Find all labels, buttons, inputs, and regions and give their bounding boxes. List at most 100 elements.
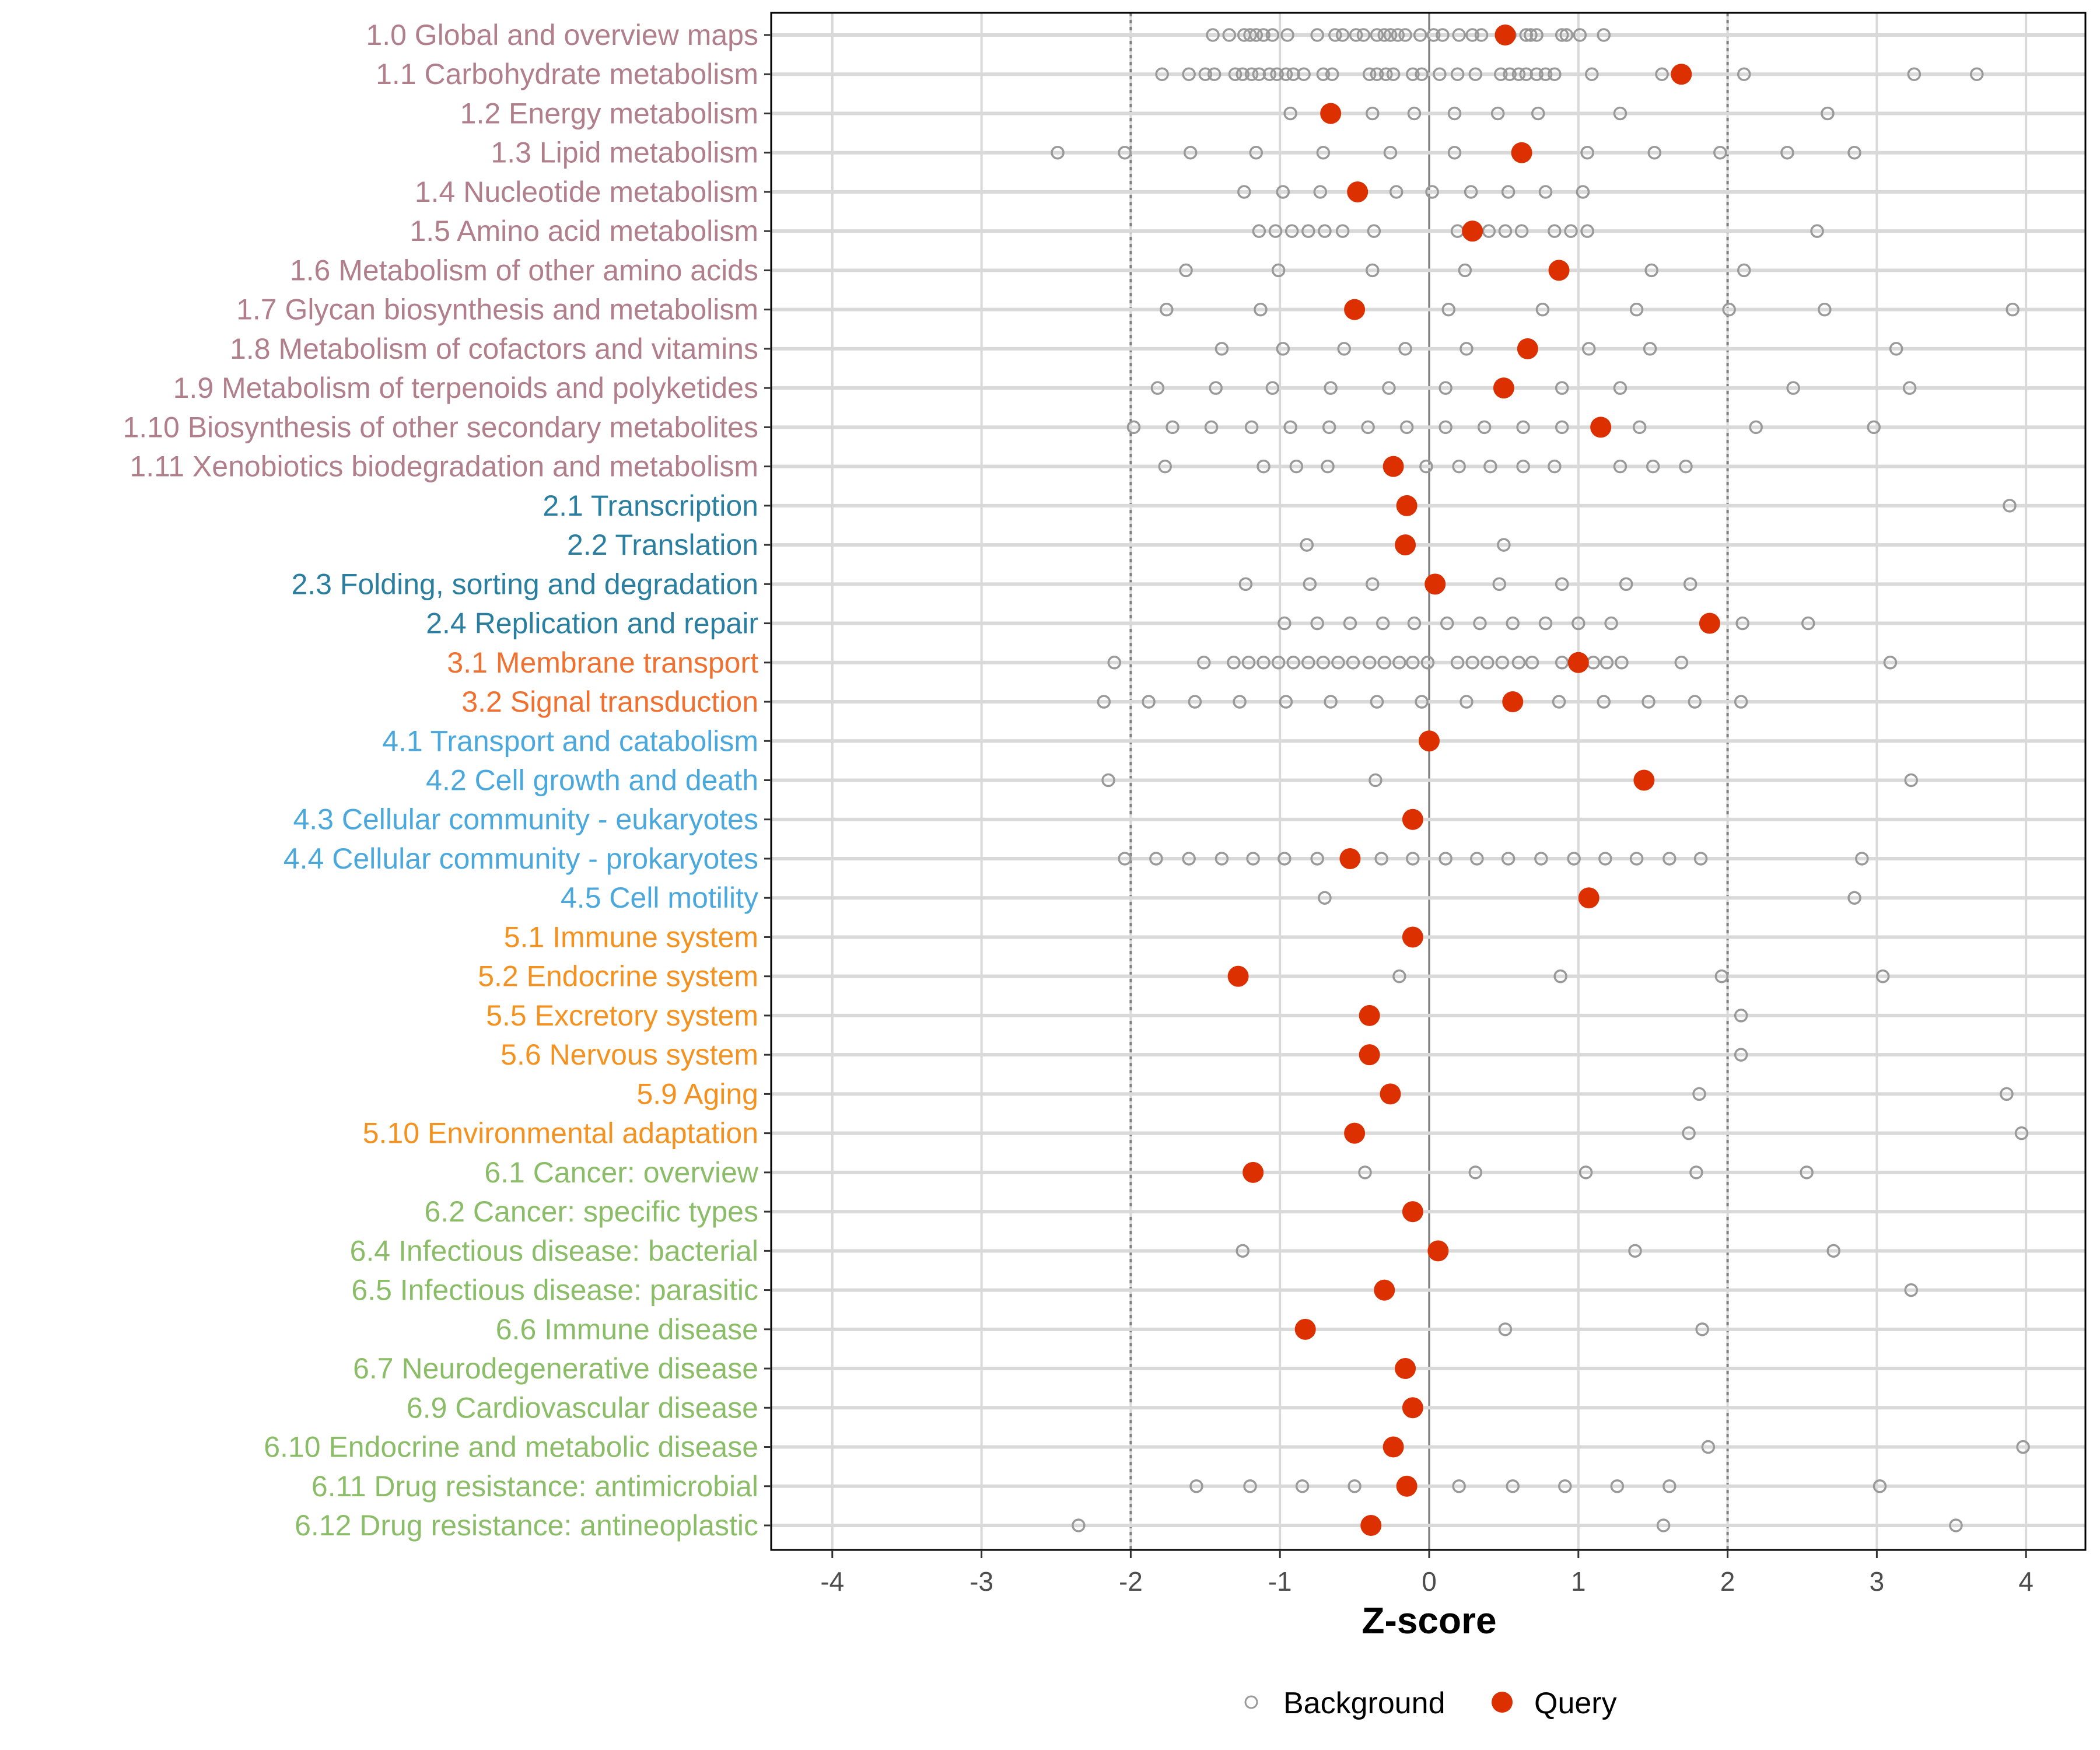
background-point <box>1492 577 1506 592</box>
background-point <box>1362 67 1377 81</box>
background-point <box>1632 420 1647 435</box>
background-point <box>1283 420 1297 435</box>
background-point <box>1578 1166 1593 1180</box>
category-label: 6.11 Drug resistance: antimicrobial <box>312 1470 758 1503</box>
background-point <box>1271 656 1286 670</box>
query-point <box>1396 495 1418 516</box>
background-point <box>1572 616 1586 631</box>
background-point <box>1370 28 1384 42</box>
background-point <box>1256 28 1270 42</box>
background-point <box>1497 538 1511 552</box>
background-point <box>1349 28 1363 42</box>
background-point <box>1243 28 1257 42</box>
query-point <box>1502 691 1524 713</box>
background-point <box>1252 67 1266 81</box>
background-point <box>1780 145 1794 160</box>
background-point <box>1118 852 1132 866</box>
background-point <box>1415 67 1429 81</box>
background-point <box>1818 302 1832 317</box>
background-point <box>1695 1322 1709 1336</box>
background-point <box>1573 28 1587 42</box>
background-point <box>1473 616 1487 631</box>
background-point <box>1737 67 1751 81</box>
background-point <box>1511 656 1526 670</box>
background-point <box>1278 852 1292 866</box>
background-point <box>1538 185 1553 199</box>
background-point <box>1655 67 1669 81</box>
query-point <box>1511 142 1532 163</box>
background-point <box>1889 342 1903 356</box>
background-point <box>1126 420 1141 435</box>
background-point <box>1276 185 1290 199</box>
background-point <box>1196 656 1211 670</box>
background-point <box>1656 1518 1671 1532</box>
background-point <box>1555 28 1569 42</box>
background-point <box>1847 145 1861 160</box>
query-point <box>1344 1122 1366 1144</box>
query-point <box>1402 1397 1423 1419</box>
background-point <box>1325 67 1339 81</box>
query-point <box>1395 534 1416 556</box>
category-label: 5.9 Aging <box>636 1077 758 1110</box>
background-point <box>1337 342 1351 356</box>
background-point <box>1406 656 1420 670</box>
background-point <box>1246 852 1260 866</box>
background-point <box>1368 773 1382 788</box>
background-point <box>1441 302 1456 317</box>
background-point <box>1458 263 1472 278</box>
background-point <box>1286 656 1300 670</box>
category-label: 6.4 Infectious disease: bacterial <box>350 1234 758 1267</box>
query-point <box>1517 338 1538 359</box>
background-point <box>1301 224 1315 238</box>
query-point <box>1380 1083 1401 1105</box>
background-point <box>1644 263 1658 278</box>
background-point <box>1222 28 1236 42</box>
background-point <box>1692 1087 1706 1101</box>
query-point <box>1419 730 1440 752</box>
background-point <box>1534 852 1548 866</box>
background-point <box>1555 656 1569 670</box>
background-point <box>1358 1166 1372 1180</box>
background-point <box>1480 656 1494 670</box>
background-point <box>1206 28 1220 42</box>
background-point <box>1316 145 1331 160</box>
background-point <box>1335 224 1350 238</box>
category-label: 4.5 Cell motility <box>561 881 758 914</box>
category-label: 6.7 Neurodegenerative disease <box>353 1352 758 1385</box>
background-point <box>1873 1479 1887 1493</box>
background-point <box>1474 28 1489 42</box>
background-point <box>1249 28 1264 42</box>
category-label: 6.12 Drug resistance: antineoplastic <box>295 1509 758 1542</box>
background-point <box>1227 656 1241 670</box>
background-point <box>1318 224 1332 238</box>
background-point <box>1118 145 1132 160</box>
category-label: 1.5 Amino acid metabolism <box>410 215 758 247</box>
background-point <box>1142 695 1156 709</box>
background-point <box>1904 1283 1918 1297</box>
background-point <box>1051 145 1065 160</box>
background-point <box>1465 656 1479 670</box>
background-point <box>1902 381 1917 395</box>
query-point <box>1427 1240 1449 1262</box>
query-point <box>1396 1475 1418 1497</box>
background-point <box>1679 459 1693 474</box>
background-point <box>1262 67 1277 81</box>
background-point <box>1628 1244 1642 1258</box>
background-point <box>1297 67 1311 81</box>
query-point <box>1382 456 1404 477</box>
background-point <box>1855 852 1869 866</box>
background-point <box>1904 773 1918 788</box>
background-point <box>1821 106 1835 121</box>
x-tick-label: -3 <box>970 1566 993 1597</box>
background-point <box>2014 1126 2029 1140</box>
category-label: 6.1 Cancer: overview <box>484 1156 759 1189</box>
query-point <box>1548 260 1570 281</box>
background-point <box>1580 224 1594 238</box>
background-point <box>1450 67 1465 81</box>
background-point <box>1324 381 1338 395</box>
category-label: 6.6 Immune disease <box>496 1313 758 1346</box>
background-point <box>1419 459 1433 474</box>
background-point <box>1214 852 1229 866</box>
category-label: 2.2 Translation <box>567 528 758 561</box>
background-point <box>1391 28 1405 42</box>
